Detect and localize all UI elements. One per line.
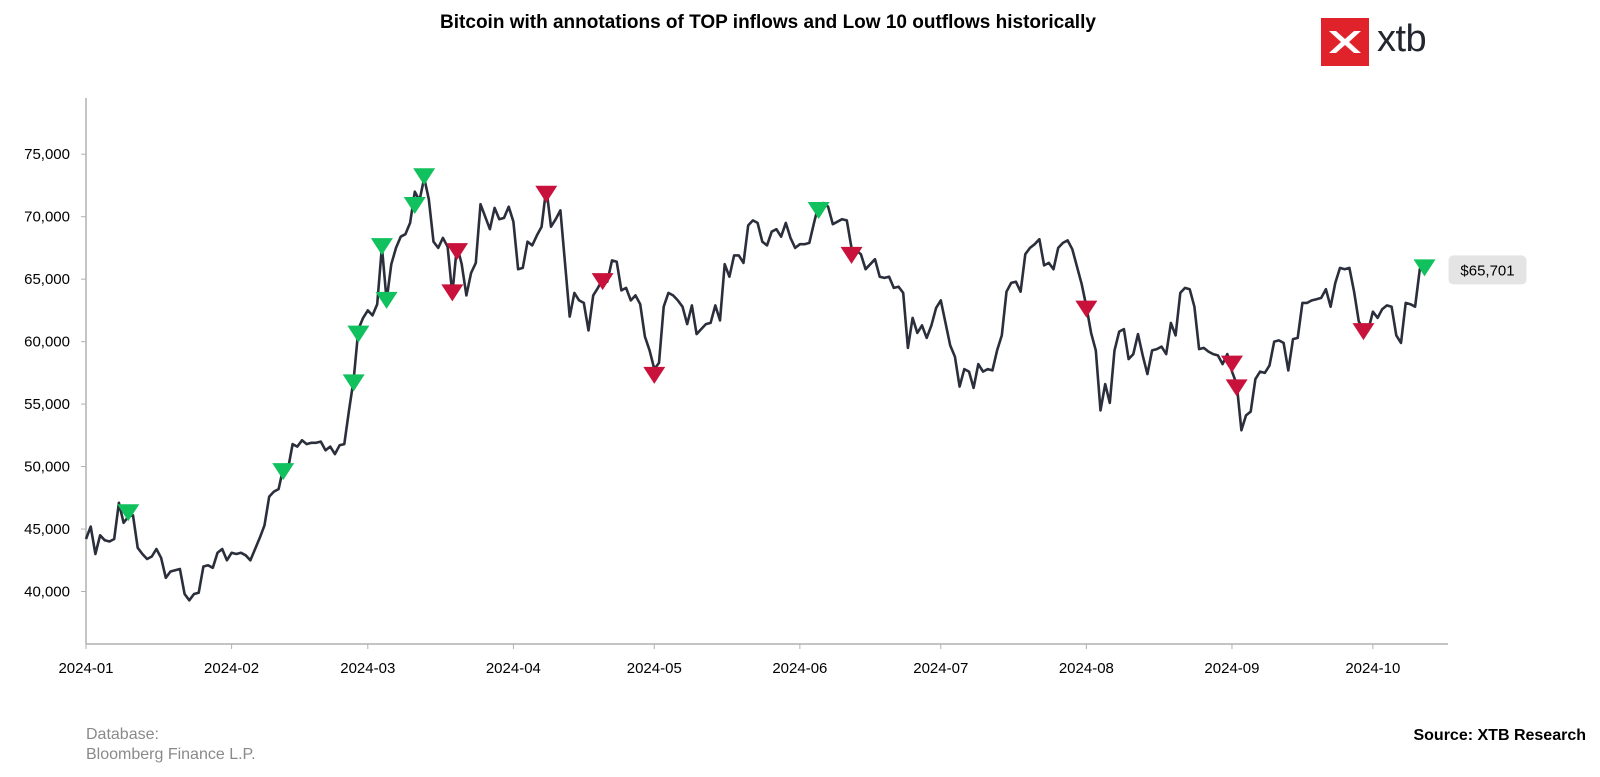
outflow-marker <box>1352 323 1375 341</box>
inflow-marker <box>1413 259 1436 277</box>
outflow-marker <box>840 246 863 264</box>
x-tick-label: 2024-04 <box>486 660 541 677</box>
x-tick-label: 2024-02 <box>204 660 259 677</box>
x-tick-label: 2024-06 <box>772 660 827 677</box>
inflow-marker <box>807 201 830 219</box>
xtb-logo-text: xtb <box>1377 18 1427 60</box>
y-tick-label: 50,000 <box>24 459 70 476</box>
series-layer <box>84 176 1425 602</box>
marker-layer <box>117 168 1436 522</box>
outflow-marker <box>535 185 558 203</box>
inflow-marker <box>342 374 365 392</box>
inflow-marker <box>347 325 370 343</box>
chart-title: Bitcoin with annotations of TOP inflows … <box>440 12 1096 33</box>
y-tick-label: 60,000 <box>24 334 70 351</box>
source-note: Source: XTB Research <box>1413 727 1586 744</box>
outflow-marker <box>1075 300 1098 318</box>
inflow-marker <box>370 238 393 256</box>
outflow-marker <box>1220 355 1243 373</box>
label-layer: $65,701 <box>1448 255 1527 285</box>
outflow-marker <box>1225 379 1248 397</box>
inflow-marker <box>272 463 295 481</box>
x-tick-label: 2024-10 <box>1345 660 1400 677</box>
inflow-marker <box>117 504 140 522</box>
outflow-marker <box>643 366 666 384</box>
y-tick-label: 70,000 <box>24 209 70 226</box>
inflow-marker <box>375 291 398 309</box>
y-tick-label: 40,000 <box>24 584 70 601</box>
x-tick-label: 2024-05 <box>627 660 682 677</box>
y-tick-label: 65,000 <box>24 271 70 288</box>
x-tick-label: 2024-07 <box>913 660 968 677</box>
inflow-marker <box>403 196 426 214</box>
y-tick-label: 75,000 <box>24 146 70 163</box>
y-tick-label: 55,000 <box>24 396 70 413</box>
database-label: Database: <box>86 726 159 743</box>
x-tick-label: 2024-03 <box>340 660 395 677</box>
database-value: Bloomberg Finance L.P. <box>86 746 256 763</box>
outflow-marker <box>441 284 464 302</box>
x-tick-label: 2024-08 <box>1059 660 1114 677</box>
database-note: Database: Bloomberg Finance L.P. <box>86 725 256 765</box>
xtb-logo: xtb <box>1321 18 1451 66</box>
inflow-marker <box>413 168 436 186</box>
x-logo-icon <box>1329 31 1361 53</box>
xtb-logo-mark <box>1321 18 1369 66</box>
last-value-badge <box>1448 255 1527 285</box>
outflow-marker <box>446 243 469 261</box>
price-line <box>84 176 1425 602</box>
y-tick-label: 45,000 <box>24 521 70 538</box>
chart-axes: 40,000 45,000 50,000 55,000 60,000 65,000 70,0… <box>24 98 1448 677</box>
last-value-label: $65,701 <box>1460 262 1514 279</box>
x-tick-label: 2024-01 <box>58 660 113 677</box>
outflow-marker <box>591 273 614 291</box>
x-tick-label: 2024-09 <box>1204 660 1259 677</box>
